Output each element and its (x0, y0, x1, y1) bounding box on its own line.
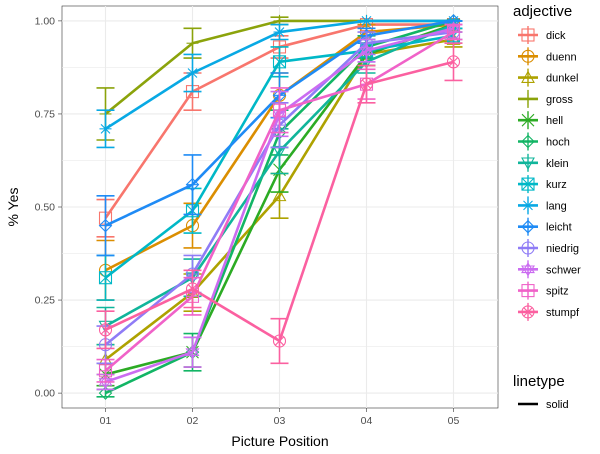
data-point (98, 323, 113, 337)
y-tick-label: 1.00 (35, 15, 56, 27)
y-tick-label: 0.00 (35, 388, 56, 400)
legend-key-marker (521, 28, 535, 42)
legend-key-marker (521, 70, 535, 83)
x-tick-label: 04 (361, 415, 373, 427)
legend-label: lang (546, 200, 567, 212)
x-tick-label: 05 (448, 415, 460, 427)
data-point (185, 282, 200, 296)
data-point (446, 55, 461, 69)
legend-item-lang: lang (518, 196, 567, 215)
legend-key-marker (521, 219, 535, 234)
data-point (272, 334, 287, 348)
legend-item-duenn: duenn (518, 47, 577, 66)
y-axis-ticks: 0.00 0.25 0.50 0.75 1.00 (35, 15, 62, 400)
data-point (98, 218, 113, 233)
legend-label: schwer (546, 264, 581, 276)
y-tick-label: 0.50 (35, 202, 56, 214)
legend-item-stumpf: stumpf (518, 302, 580, 321)
legend-key-marker (521, 49, 535, 63)
data-point (359, 43, 374, 58)
data-point (99, 122, 112, 135)
data-point (186, 67, 199, 79)
data-point (98, 364, 113, 378)
data-point (272, 188, 287, 202)
data-point (185, 345, 200, 360)
legend-label: klein (546, 158, 569, 170)
series-stumpf (96, 42, 463, 365)
x-axis-title: Picture Position (231, 433, 328, 449)
data-point (98, 386, 113, 400)
legend-item-dick: dick (518, 26, 566, 44)
legend-item-klein: klein (518, 153, 569, 172)
legend-label: hoch (546, 137, 570, 149)
legend-key-marker (522, 199, 534, 212)
data-point (185, 177, 200, 192)
data-point (446, 25, 461, 39)
data-point (272, 55, 287, 69)
legend-label: stumpf (546, 307, 580, 319)
legend: adjective dick duenn dunkel gross hell hoch kl… (513, 3, 581, 411)
series-line (104, 23, 455, 328)
legend-key-marker (520, 262, 536, 277)
legend-key-marker (522, 92, 534, 105)
data-point (272, 103, 287, 117)
legend-linetype-title: linetype (513, 373, 565, 390)
legend-label: gross (546, 94, 573, 106)
data-point (186, 37, 199, 50)
legend-linetype-label: solid (546, 399, 569, 411)
data-point (273, 26, 286, 39)
data-point (360, 14, 373, 27)
x-tick-label: 01 (100, 415, 112, 427)
legend-item-niedrig: niedrig (518, 239, 579, 257)
legend-label: dick (546, 30, 566, 42)
legend-item-dunkel: dunkel (518, 68, 578, 87)
legend-label: leicht (546, 222, 572, 234)
y-axis-title: % Yes (5, 188, 21, 227)
legend-key-marker (521, 177, 535, 191)
series-layer (96, 14, 463, 400)
legend-key-marker (521, 113, 535, 127)
legend-items: dick duenn dunkel gross hell hoch klein kurz lan… (518, 26, 581, 321)
data-point (98, 271, 113, 285)
legend-label: duenn (546, 51, 577, 63)
legend-key-marker (521, 284, 535, 298)
legend-label: dunkel (546, 73, 578, 85)
legend-item-hoch: hoch (518, 132, 570, 151)
legend-item-spitz: spitz (518, 281, 569, 300)
y-tick-label: 0.25 (35, 295, 56, 307)
x-tick-label: 02 (187, 415, 199, 427)
legend-item-gross: gross (518, 89, 573, 108)
legend-item-hell: hell (518, 111, 563, 130)
x-tick-label: 03 (274, 415, 286, 427)
legend-item-schwer: schwer (518, 260, 581, 279)
legend-title: adjective (513, 3, 572, 20)
data-point (359, 77, 374, 91)
x-axis-ticks: 01 02 03 04 05 (100, 408, 460, 427)
legend-label: hell (546, 115, 563, 127)
legend-key-marker (521, 305, 535, 319)
legend-label: niedrig (546, 243, 579, 255)
legend-key-marker (521, 241, 535, 255)
legend-key-marker (521, 134, 535, 149)
legend-label: spitz (546, 286, 569, 298)
legend-item-leicht: leicht (518, 217, 572, 236)
y-tick-label: 0.75 (35, 108, 56, 120)
legend-key-marker (521, 157, 535, 170)
legend-item-kurz: kurz (518, 175, 567, 194)
legend-label: kurz (546, 179, 567, 191)
